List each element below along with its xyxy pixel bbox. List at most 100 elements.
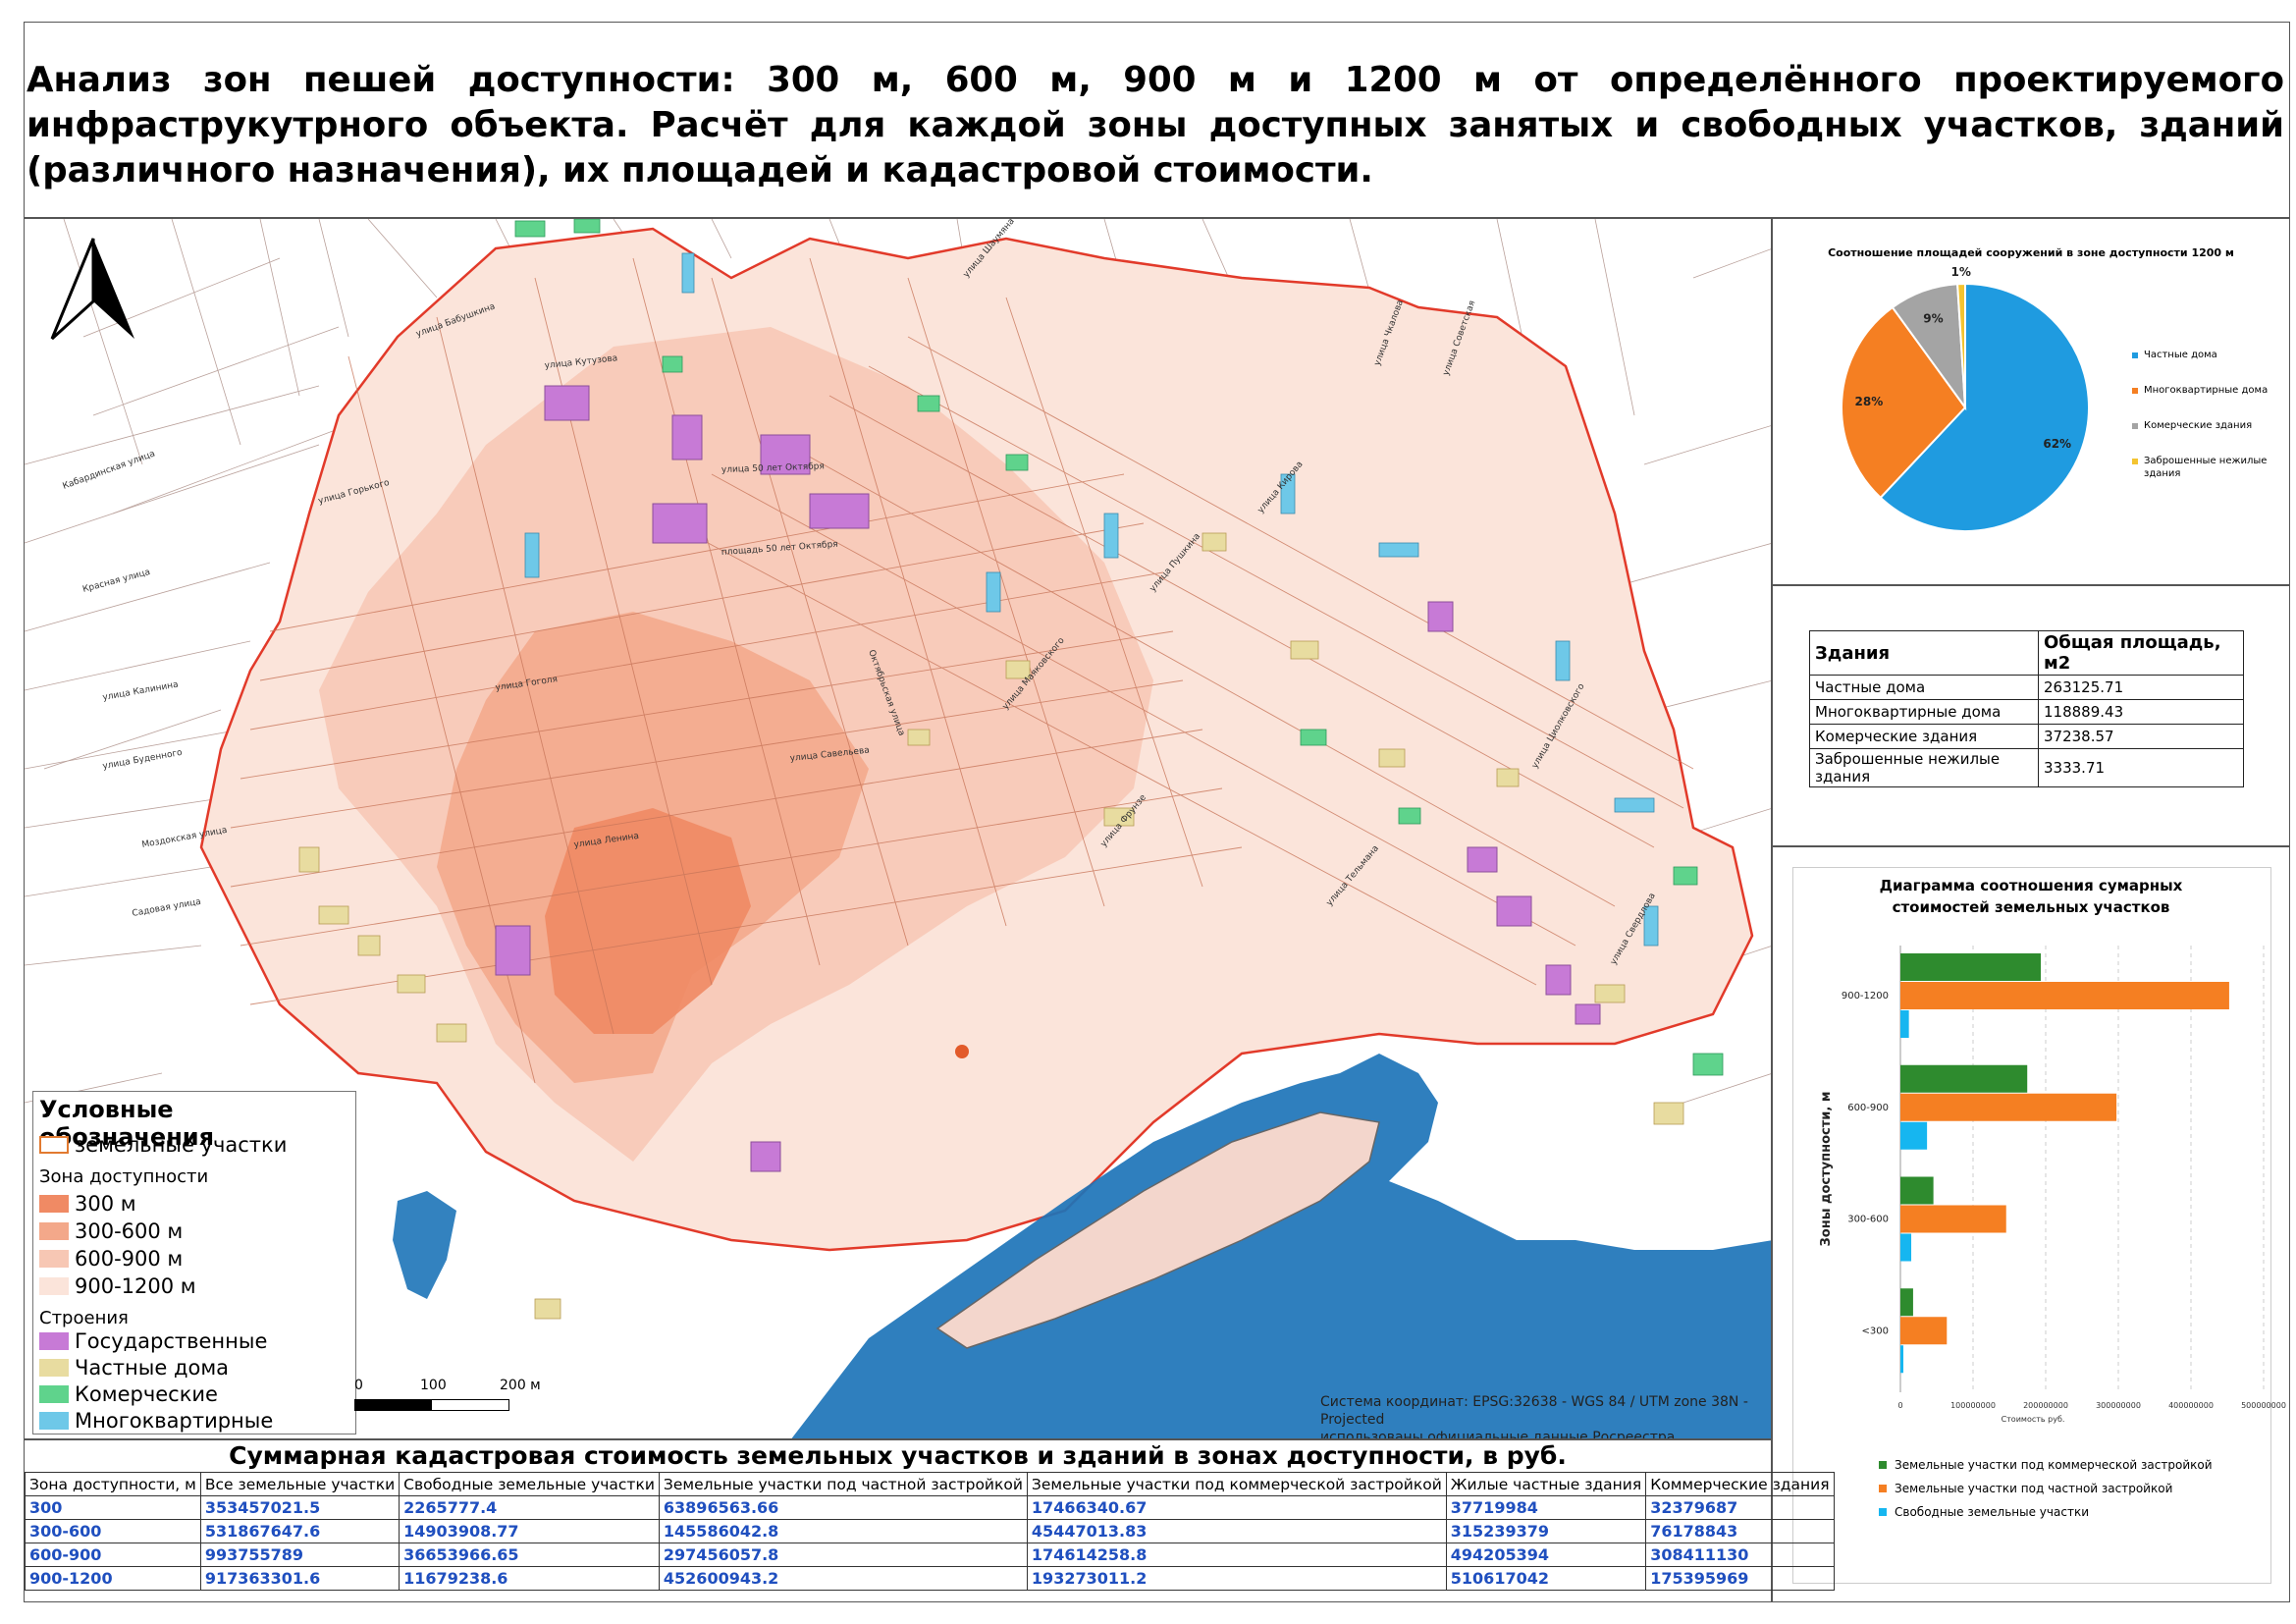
table-cell: 14903908.77 (399, 1519, 660, 1543)
pie-data-label: 28% (1855, 395, 1884, 408)
table-cell: 118889.43 (2038, 699, 2244, 725)
table-cell: Многоквартирные дома (1809, 699, 2039, 725)
table-row: Заброшенные нежилые здания 3333.71 (1809, 748, 2244, 787)
table-row: 900-1200 917363301.6 11679238.6 452600943.2… (25, 1566, 1835, 1591)
table-header: Общая площадь, м2 (2038, 630, 2244, 676)
scale-segment (354, 1399, 433, 1411)
legend-label: Свободные земельные участки (1895, 1505, 2089, 1519)
buildings-residential (298, 532, 1684, 1320)
table-header-row: Здания Общая площадь, м2 (1809, 630, 2244, 676)
x-tick-label: 100000000 (1950, 1401, 1996, 1410)
table-header: Здания (1809, 630, 2039, 676)
crs-text: Система координат: EPSG:32638 - WGS 84 /… (1320, 1394, 1748, 1428)
table-row: 300-600 531867647.6 14903908.77 145586042.8… (25, 1519, 1835, 1543)
table-header: Свободные земельные участки (399, 1472, 660, 1496)
legend-item-building: Частные дома (39, 1356, 229, 1380)
bar (1900, 1317, 1948, 1345)
table-cell: 193273011.2 (1026, 1566, 1447, 1591)
title-panel: Анализ зон пешей доступности: 300 м, 600… (24, 22, 2290, 218)
table-cell: 2265777.4 (399, 1495, 660, 1520)
bar (1900, 1121, 1928, 1150)
legend-item-building: Комерческие (39, 1382, 218, 1406)
lake (393, 1191, 456, 1299)
legend-label: 600-900 м (75, 1247, 184, 1271)
scale-label: 100 (420, 1378, 447, 1393)
street-label: улица Буденного (102, 748, 184, 772)
table-cell: 531867647.6 (199, 1519, 400, 1543)
pie-slice (1956, 282, 1966, 408)
table-cell: Комерческие здания (1809, 724, 2039, 749)
street-label: Кабардинская улица (62, 449, 157, 491)
table-row: 300 353457021.5 2265777.4 63896563.66 174663… (25, 1495, 1835, 1520)
project-object-marker[interactable] (955, 1045, 969, 1058)
table-header-row: Зона доступности, м Все земельные участк… (25, 1472, 1835, 1496)
table-cell: 297456057.8 (658, 1543, 1028, 1567)
legend-label: Частные дома (75, 1356, 230, 1380)
table-header: Земельные участки под коммерческой застр… (1026, 1472, 1447, 1496)
bar (1900, 982, 2229, 1009)
map-panel[interactable]: улица Кутузова улица Бабушкина улица Гор… (24, 218, 1772, 1439)
legend-label: Частные дома (2144, 350, 2217, 360)
bar-chart: 0 100000000 200000000 300000000 400000000 500… (1819, 946, 2286, 1424)
zone-swatch (39, 1222, 69, 1240)
table-header: Жилые частные здания (1445, 1472, 1647, 1496)
bar (1900, 1064, 2028, 1093)
building-swatch (39, 1412, 69, 1430)
river-island (935, 1111, 1380, 1349)
table-cell: 17466340.67 (1026, 1495, 1447, 1520)
legend-swatch (1879, 1461, 1887, 1469)
table-cell: 917363301.6 (199, 1566, 400, 1591)
legend-swatch (2132, 459, 2138, 464)
table-cell: 145586042.8 (658, 1519, 1028, 1543)
street-label: улица Калинина (102, 680, 180, 703)
pie-legend-item: Многоквартирные дома (2132, 384, 2279, 397)
table-header: Земельные участки под частной застройкой (658, 1472, 1028, 1496)
legend-zones-title: Зона доступности (39, 1166, 209, 1187)
y-tick-label: <300 (1862, 1326, 1889, 1336)
page-title: Анализ зон пешей доступности: 300 м, 600… (27, 60, 2284, 190)
building-swatch (39, 1332, 69, 1350)
pie-legend-item: Заброшенные нежилые здания (2132, 455, 2279, 480)
bar (1900, 1176, 1934, 1205)
pie-data-label: 9% (1923, 312, 1943, 326)
map-legend: Условные обозначения земельные участки З… (32, 1091, 356, 1435)
zone-300 (545, 808, 751, 1034)
buildings-apartment (524, 252, 1659, 947)
source-text: использованы официальные данные Росреест… (1320, 1430, 1676, 1439)
legend-label: 900-1200 м (75, 1274, 196, 1298)
pie-chart: 62% 28% 9% 1% (1841, 265, 2090, 532)
legend-label: Заброшенные нежилые здания (2144, 456, 2268, 479)
street-label: Красная улица (81, 568, 151, 595)
legend-item-zone: 600-900 м (39, 1247, 183, 1271)
legend-item-building: Многоквартирные (39, 1409, 273, 1433)
bar (1900, 1288, 1913, 1317)
street-grid (230, 257, 1694, 1084)
table-cell: 174614258.8 (1026, 1543, 1447, 1567)
table-cell: 300 (25, 1495, 201, 1520)
table-cell: 76178843 (1645, 1519, 1835, 1543)
table-cell: 37719984 (1445, 1495, 1647, 1520)
bar-legend-item: Свободные земельные участки (1879, 1505, 2089, 1519)
legend-item-zone: 900-1200 м (39, 1274, 196, 1298)
x-tick-label: 400000000 (2168, 1401, 2214, 1410)
y-tick-label: 600-900 (1847, 1103, 1889, 1113)
table-row: Многоквартирные дома 118889.43 (1809, 699, 2244, 725)
table-row: Комерческие здания 37238.57 (1809, 724, 2244, 749)
pie-legend-item: Комерческие здания (2132, 419, 2279, 432)
table-cell: 353457021.5 (199, 1495, 400, 1520)
legend-label: Земельные участки под коммерческой застр… (1895, 1458, 2213, 1472)
legend-swatch (1879, 1485, 1887, 1492)
legend-swatch (2132, 388, 2138, 394)
pie-slice (1879, 282, 2090, 532)
coordinate-system-note: Система координат: EPSG:32638 - WGS 84 /… (1320, 1393, 1771, 1439)
chart-border (1792, 867, 2271, 1584)
map-canvas[interactable]: улица Кутузова улица Бабушкина улица Гор… (25, 219, 1772, 1439)
pie-legend-item: Частные дома (2132, 349, 2279, 361)
table-header: Зона доступности, м (25, 1472, 201, 1496)
table-cell: 32379687 (1645, 1495, 1835, 1520)
river (791, 1054, 1771, 1438)
table-cell: 452600943.2 (658, 1566, 1028, 1591)
legend-label: земельные участки (75, 1133, 288, 1157)
scale-label: 200 м (500, 1378, 541, 1393)
x-tick-label: 300000000 (2096, 1401, 2141, 1410)
